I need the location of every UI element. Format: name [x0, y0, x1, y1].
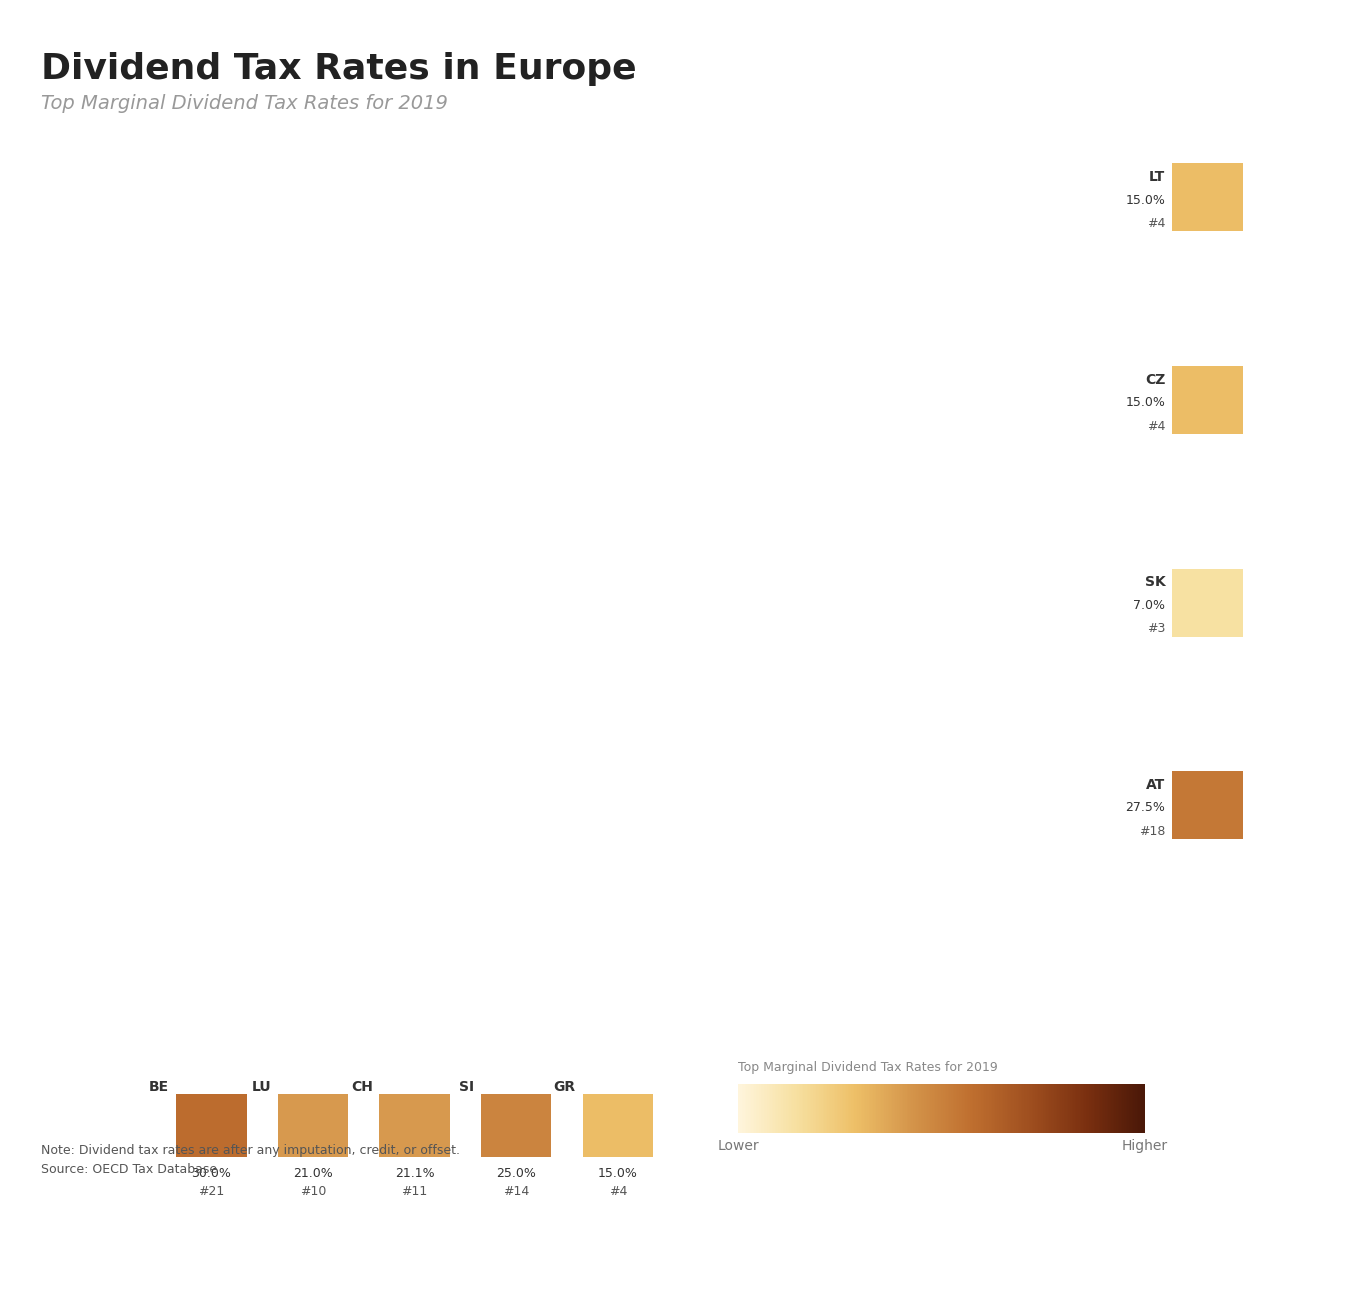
Text: TAX FOUNDATION: TAX FOUNDATION — [24, 1260, 203, 1278]
Text: 30.0%: 30.0% — [191, 1167, 232, 1180]
Text: 15.0%: 15.0% — [1126, 193, 1165, 207]
Text: @TaxFoundation: @TaxFoundation — [1165, 1260, 1331, 1278]
Text: 25.0%: 25.0% — [496, 1167, 537, 1180]
Text: #4: #4 — [1146, 420, 1165, 433]
Text: #3: #3 — [1146, 622, 1165, 635]
Text: 15.0%: 15.0% — [1126, 396, 1165, 409]
Text: #10: #10 — [299, 1185, 327, 1199]
Text: Top Marginal Dividend Tax Rates for 2019: Top Marginal Dividend Tax Rates for 2019 — [738, 1061, 999, 1074]
Text: #14: #14 — [503, 1185, 530, 1199]
Text: Source: OECD Tax Database: Source: OECD Tax Database — [41, 1163, 217, 1176]
Text: SI: SI — [459, 1080, 474, 1094]
Text: #11: #11 — [401, 1185, 428, 1199]
Text: SK: SK — [1145, 575, 1165, 589]
Text: Note: Dividend tax rates are after any imputation, credit, or offset.: Note: Dividend tax rates are after any i… — [41, 1144, 459, 1157]
Text: 27.5%: 27.5% — [1126, 801, 1165, 814]
Text: LU: LU — [252, 1080, 271, 1094]
Text: BE: BE — [149, 1080, 169, 1094]
Text: #4: #4 — [1146, 217, 1165, 230]
Text: GR: GR — [554, 1080, 576, 1094]
Text: #21: #21 — [198, 1185, 225, 1199]
Text: CH: CH — [351, 1080, 373, 1094]
Text: 21.1%: 21.1% — [394, 1167, 435, 1180]
Text: 7.0%: 7.0% — [1133, 599, 1165, 612]
Text: CZ: CZ — [1145, 372, 1165, 387]
Text: 15.0%: 15.0% — [598, 1167, 638, 1180]
Text: Top Marginal Dividend Tax Rates for 2019: Top Marginal Dividend Tax Rates for 2019 — [41, 94, 447, 114]
Text: #4: #4 — [608, 1185, 627, 1199]
Text: Dividend Tax Rates in Europe: Dividend Tax Rates in Europe — [41, 52, 637, 86]
Text: AT: AT — [1146, 778, 1165, 792]
Text: 21.0%: 21.0% — [293, 1167, 333, 1180]
Text: LT: LT — [1149, 170, 1165, 184]
Text: #18: #18 — [1140, 825, 1165, 838]
